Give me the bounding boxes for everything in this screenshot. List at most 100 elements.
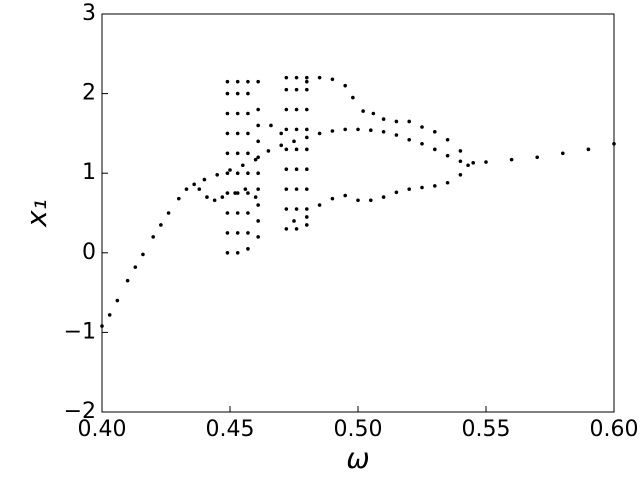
point — [356, 198, 360, 203]
point — [177, 196, 181, 201]
point — [284, 147, 289, 152]
point — [369, 128, 373, 133]
point — [330, 196, 335, 201]
point — [305, 167, 309, 172]
point — [445, 180, 450, 185]
y-axis-label: x₁ — [20, 199, 53, 228]
y-tick-label: −1 — [64, 319, 96, 344]
point — [284, 127, 289, 132]
point — [317, 75, 322, 80]
point — [253, 157, 258, 162]
point — [246, 231, 250, 235]
y-tick-label: 2 — [82, 81, 96, 106]
x-tick-label: 0.60 — [590, 417, 639, 442]
point — [343, 193, 348, 198]
point — [235, 171, 240, 175]
x-tick-label: 0.40 — [78, 417, 127, 442]
x-tick-label: 0.45 — [206, 417, 255, 442]
point — [330, 77, 335, 82]
point — [166, 211, 171, 215]
point — [225, 171, 230, 175]
point — [484, 160, 488, 164]
point — [205, 195, 209, 199]
point — [458, 149, 463, 153]
point — [294, 127, 299, 132]
point — [279, 131, 284, 136]
point — [225, 91, 230, 96]
point — [284, 75, 289, 80]
point — [256, 219, 260, 223]
point — [235, 151, 240, 156]
point — [235, 111, 240, 116]
point — [235, 251, 240, 255]
point — [305, 187, 309, 191]
point — [235, 131, 240, 136]
point — [253, 195, 258, 199]
point — [420, 185, 424, 190]
point — [294, 87, 299, 92]
point — [305, 223, 309, 227]
point — [466, 163, 470, 168]
point — [256, 79, 260, 84]
point — [225, 151, 230, 156]
point — [305, 215, 309, 219]
point — [220, 195, 225, 199]
point — [256, 235, 260, 239]
point — [225, 231, 230, 235]
point — [246, 91, 250, 96]
point — [305, 107, 309, 112]
point — [394, 190, 399, 195]
point — [407, 119, 412, 124]
point — [330, 129, 335, 133]
point — [246, 79, 250, 84]
point — [445, 153, 450, 158]
point — [197, 187, 202, 191]
point — [246, 191, 250, 195]
point — [212, 198, 217, 203]
point — [266, 149, 271, 153]
point — [256, 155, 260, 160]
y-tick-label: 0 — [82, 240, 96, 265]
point — [225, 191, 230, 195]
point — [420, 141, 424, 146]
point — [305, 87, 309, 92]
point — [356, 127, 360, 132]
point — [246, 131, 250, 136]
point — [125, 278, 130, 283]
point — [294, 227, 299, 231]
x-axis-label: ω — [346, 442, 369, 475]
point — [292, 139, 296, 144]
point — [351, 95, 355, 100]
x-tick-label: 0.55 — [462, 417, 511, 442]
point — [420, 125, 424, 129]
point — [284, 227, 289, 231]
point — [246, 171, 250, 175]
point — [225, 111, 230, 116]
point — [159, 223, 163, 227]
point — [394, 133, 399, 137]
point — [246, 247, 250, 251]
plot-frame — [101, 13, 615, 413]
point — [445, 137, 450, 142]
point — [343, 127, 348, 132]
point — [235, 91, 240, 96]
point — [317, 203, 322, 207]
point — [269, 123, 273, 128]
point — [305, 127, 309, 132]
point — [215, 172, 219, 177]
point — [509, 157, 514, 162]
point — [381, 195, 386, 199]
point — [458, 172, 463, 177]
point — [184, 187, 189, 191]
point — [115, 298, 120, 303]
point — [381, 130, 386, 134]
point — [256, 107, 260, 112]
point — [284, 187, 289, 191]
point — [256, 123, 260, 128]
point — [371, 111, 376, 116]
point — [225, 251, 230, 255]
point — [256, 187, 260, 191]
point — [225, 131, 230, 136]
point — [192, 182, 196, 187]
point — [294, 187, 299, 191]
